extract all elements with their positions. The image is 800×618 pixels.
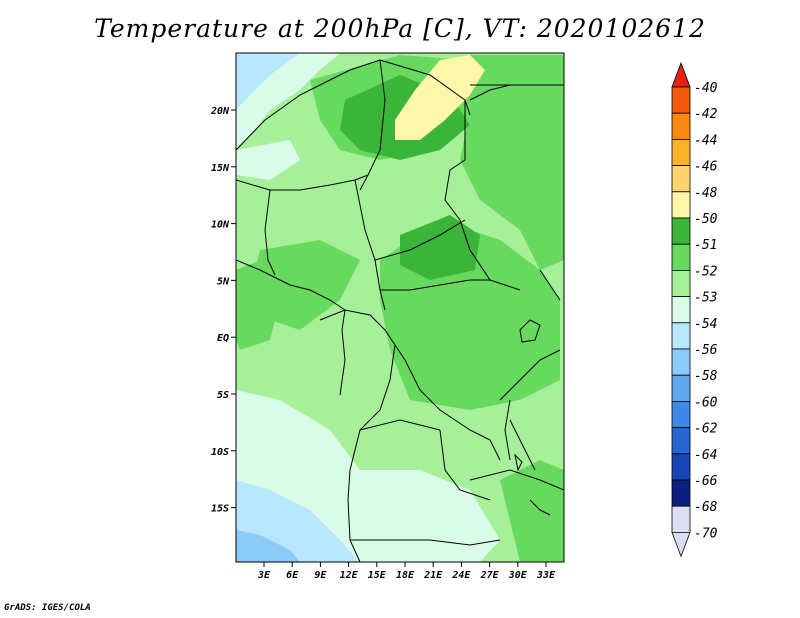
colorbar-label: -66 <box>694 474 718 489</box>
lon-tick-label: 3E <box>257 570 271 581</box>
lon-tick-label: 24E <box>451 570 471 581</box>
colorbar-label: -68 <box>694 500 718 515</box>
colorbar-bottom-arrow <box>671 532 691 558</box>
lat-tick-label: EQ <box>217 333 229 344</box>
colorbar-label: -46 <box>694 160 718 175</box>
field-nw-cold <box>236 53 300 110</box>
lat-tick-label: 15N <box>211 163 230 174</box>
colorbar-label: -58 <box>694 369 718 384</box>
colorbar-top-arrow <box>671 61 691 88</box>
colorbar-label: -48 <box>694 186 718 201</box>
colorbar-swatch <box>671 505 691 533</box>
colorbar-label: -40 <box>694 81 718 96</box>
field-w-cool <box>236 140 300 180</box>
field-warm-50 <box>395 55 485 140</box>
colorbar-swatch <box>671 243 691 271</box>
field-central-51 <box>400 215 480 280</box>
colorbar-swatch <box>671 479 691 507</box>
lon-tick-label: 12E <box>340 570 359 581</box>
colorbar-label: -44 <box>694 133 717 148</box>
lon-tick-label: 15E <box>368 570 387 581</box>
field-coast-52 <box>236 260 280 350</box>
colorbar-label: -51 <box>694 238 717 253</box>
lon-tick-label: 21E <box>423 570 443 581</box>
field-se-52 <box>500 460 564 562</box>
colorbar-swatch <box>671 217 691 245</box>
colorbar-swatch <box>671 427 691 455</box>
colorbar-swatch <box>671 138 691 166</box>
colorbar-swatch <box>671 191 691 219</box>
field-sw-53 <box>236 345 350 440</box>
lon-tick-label: 9E <box>314 570 327 581</box>
lon-tick-label: 6E <box>286 570 299 581</box>
field-ne-52 <box>460 55 564 270</box>
colorbar-label: -50 <box>694 212 718 227</box>
colorbar-swatch <box>671 374 691 402</box>
field-south-54 <box>350 470 500 562</box>
colorbar-label: -62 <box>694 422 718 437</box>
lon-tick-label: 27E <box>480 570 500 581</box>
colorbar: -40 -42 -44 -46 -48 -50 -51 -52 -53 -54 -56 -58 -60 -… <box>671 61 718 558</box>
colorbar-swatch <box>671 165 691 193</box>
lake-outlines <box>504 319 551 516</box>
lat-tick-label: 5N <box>217 276 230 287</box>
lon-tick-label: 30E <box>508 570 528 581</box>
longitude-axis: 3E 6E 9E 12E 15E 18E 21E 24E 27E 30E 33E <box>257 562 556 581</box>
colorbar-label: -42 <box>694 107 718 122</box>
colorbar-swatch <box>671 348 691 376</box>
lon-tick-label: 33E <box>536 570 556 581</box>
colorbar-swatch <box>671 296 691 324</box>
colorbar-label: -54 <box>694 317 717 332</box>
colorbar-label: -53 <box>694 291 717 306</box>
colorbar-swatch <box>671 453 691 481</box>
lat-tick-label: 20N <box>210 106 230 117</box>
grads-credit: GrADS: IGES/COLA <box>4 603 91 613</box>
colorbar-swatch <box>671 400 691 428</box>
map-title: Temperature at 200hPa [C], VT: 202010261… <box>94 14 706 43</box>
map-frame <box>235 52 565 563</box>
colorbar-swatch <box>671 269 691 297</box>
colorbar-label: -70 <box>694 526 718 541</box>
colorbar-swatch <box>671 112 691 140</box>
lat-tick-label: 10N <box>211 220 230 231</box>
lat-tick-label: 10S <box>211 447 229 458</box>
lat-tick-label: 5S <box>217 390 229 401</box>
lat-tick-label: 15S <box>211 504 229 515</box>
colorbar-label: -60 <box>694 395 718 410</box>
colorbar-label: -52 <box>694 264 718 279</box>
country-borders <box>236 59 564 562</box>
colorbar-swatch <box>671 322 691 350</box>
colorbar-label: -56 <box>694 343 718 358</box>
colorbar-swatch <box>671 86 691 114</box>
colorbar-label: -64 <box>694 448 717 463</box>
latitude-axis: 20N 15N 10N 5N EQ 5S 10S 15S <box>210 106 236 515</box>
temperature-field <box>236 53 564 562</box>
lon-tick-label: 18E <box>396 570 415 581</box>
field-sw-58 <box>236 530 300 562</box>
